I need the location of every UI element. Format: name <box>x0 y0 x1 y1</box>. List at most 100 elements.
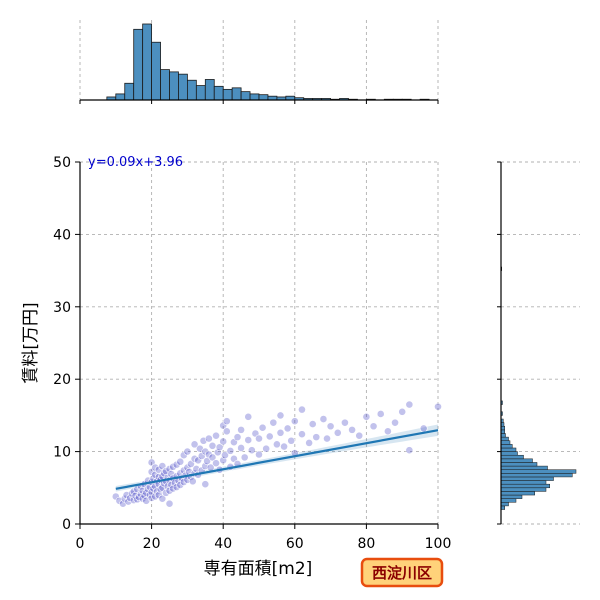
x-hist-bar-10 <box>195 85 206 101</box>
tick-labels: 0 20 40 60 80 100 0 10 20 30 40 50 <box>53 155 451 552</box>
scatter-point-103 <box>208 441 217 450</box>
x-hist-bar-15 <box>240 91 251 101</box>
axes <box>75 161 439 529</box>
y-hist-bar-7 <box>500 480 547 485</box>
district-badge: 西淀川区 <box>360 557 444 588</box>
scatter-point-72 <box>176 457 185 466</box>
scatter-point-142 <box>298 405 306 414</box>
scatter-point-113 <box>222 427 231 436</box>
x-axis-label: 専有面積[m2] <box>204 559 313 579</box>
x-tick-label-20: 20 <box>143 536 161 552</box>
scatter-point-115 <box>226 446 235 455</box>
scatter-point-149 <box>326 422 335 431</box>
y-hist-bar-5 <box>500 487 547 492</box>
x-hist-bar-3 <box>133 28 144 101</box>
x-tick-label-40: 40 <box>214 536 232 552</box>
marginal-x-histogram <box>79 20 439 104</box>
scatter-point-140 <box>290 417 299 426</box>
scatter-point-100 <box>204 434 213 443</box>
x-tick-label-60: 60 <box>286 536 304 552</box>
y-hist-bar-14 <box>500 454 524 460</box>
y-hist-bar-1 <box>500 502 509 507</box>
x-hist-bar-2 <box>124 82 135 101</box>
y-hist-bar-2 <box>500 498 517 503</box>
scatter-point-137 <box>280 442 288 451</box>
scatter-point-122 <box>237 425 245 434</box>
scatter-point-131 <box>262 444 271 453</box>
scatter-point-125 <box>244 412 253 421</box>
scatter-point-114 <box>222 417 231 426</box>
y-hist-bar-8 <box>500 476 554 481</box>
x-tick-label-100: 100 <box>425 536 452 552</box>
y-tick-label-10: 10 <box>53 445 71 461</box>
scatter-point-145 <box>308 420 317 428</box>
scatter-point-153 <box>355 431 364 440</box>
scatter-point-152 <box>348 425 356 434</box>
grid <box>80 161 439 524</box>
scatter-point-130 <box>258 423 267 432</box>
scatter-point-129 <box>255 434 263 443</box>
scatter-point-80 <box>183 447 192 456</box>
y-axis-label: 賃料[万円] <box>21 302 41 383</box>
x-hist-bar-5 <box>151 41 161 101</box>
x-hist-bar-17 <box>258 94 269 101</box>
scatter-point-135 <box>276 411 285 420</box>
scatter-point-110 <box>219 437 228 446</box>
scatter-point-144 <box>305 439 314 447</box>
scatter-point-133 <box>269 418 278 427</box>
x-hist-bar-4 <box>142 23 152 101</box>
x-hist-bar-9 <box>186 79 197 101</box>
scatter-point-157 <box>383 427 392 436</box>
y-hist-bar-20 <box>500 433 506 438</box>
scatter-point-159 <box>398 407 407 416</box>
scatter-point-102 <box>208 453 217 462</box>
y-tick-label-0: 0 <box>62 517 71 533</box>
scatter-point-126 <box>247 446 256 455</box>
scatter-point-98 <box>203 457 211 465</box>
scatter-point-59 <box>165 499 174 508</box>
y-hist-bar-13 <box>500 458 533 463</box>
scatter-point-128 <box>255 450 263 459</box>
scatter-point-163 <box>434 402 442 411</box>
scatter-point-154 <box>362 412 371 421</box>
x-hist-bar-7 <box>169 71 179 101</box>
y-tick-label-50: 50 <box>53 155 71 171</box>
scatter-point-97 <box>201 480 210 489</box>
scatter-point-147 <box>319 415 328 423</box>
scatter-point-121 <box>237 444 245 452</box>
x-hist-bar-14 <box>231 87 242 101</box>
scatter-point-105 <box>212 431 220 440</box>
scatter-point-112 <box>221 451 229 460</box>
y-hist-bar-6 <box>500 483 550 489</box>
scatter-point-146 <box>312 433 321 442</box>
x-hist-bar-16 <box>249 93 260 101</box>
scatter-point-161 <box>405 400 414 409</box>
scatter-point-106 <box>213 448 222 457</box>
equation-label: y=0.09x+3.96 <box>88 155 183 170</box>
district-badge-label: 西淀川区 <box>372 564 432 582</box>
x-hist-bar-1 <box>115 93 126 101</box>
scatter-point-143 <box>298 430 306 439</box>
y-hist-bar-3 <box>500 494 523 499</box>
scatter-point-109 <box>219 456 228 465</box>
x-hist-bar-12 <box>213 85 224 101</box>
x-hist-bar-6 <box>160 69 170 101</box>
scatter-point-134 <box>272 440 281 449</box>
y-hist-bar-10 <box>500 469 577 474</box>
regression-line <box>115 429 439 490</box>
scatter-point-136 <box>276 428 285 437</box>
scatter-point-45 <box>158 494 167 503</box>
y-tick-label-20: 20 <box>53 372 71 388</box>
scatter-point-148 <box>323 434 331 443</box>
scatter-point-104 <box>212 459 220 468</box>
x-hist-bar-8 <box>178 73 188 101</box>
y-hist-bar-18 <box>500 440 511 445</box>
scatter-point-108 <box>215 443 224 452</box>
marginal-y-histogram <box>497 161 580 525</box>
scatter-point-123 <box>240 453 249 462</box>
y-tick-label-40: 40 <box>53 227 71 243</box>
x-tick-label-0: 0 <box>76 536 85 552</box>
scatter-point-138 <box>283 424 292 433</box>
scatter-point-124 <box>244 436 253 444</box>
y-hist-bar-9 <box>500 473 573 478</box>
